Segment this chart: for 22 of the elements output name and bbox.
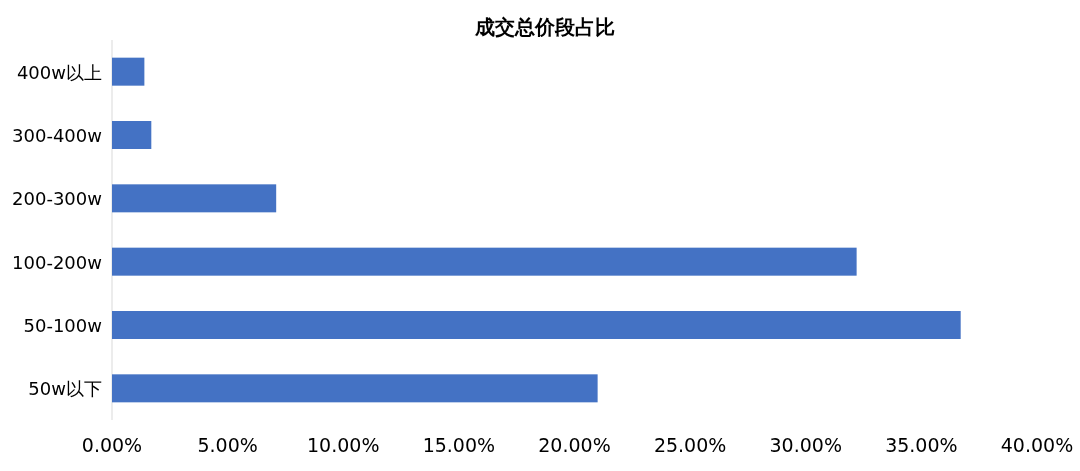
y-tick-label: 300-400w bbox=[12, 125, 102, 146]
x-tick-label: 25.00% bbox=[653, 434, 727, 456]
y-tick-label: 100-200w bbox=[12, 251, 102, 273]
x-tick-label: 20.00% bbox=[538, 434, 611, 456]
y-tick-label: 50w以下 bbox=[28, 378, 102, 400]
y-tick-label: 400w以上 bbox=[16, 61, 102, 83]
bar bbox=[112, 311, 961, 339]
x-tick-label: 10.00% bbox=[307, 434, 380, 456]
x-tick-label: 30.00% bbox=[769, 434, 842, 456]
x-tick-label: 15.00% bbox=[422, 434, 496, 456]
bar bbox=[112, 121, 152, 149]
bar bbox=[112, 247, 857, 276]
bar bbox=[112, 57, 145, 86]
bar bbox=[112, 374, 598, 403]
x-tick-label: 0.00% bbox=[81, 434, 143, 456]
y-tick-label: 50-100w bbox=[23, 315, 102, 336]
x-tick-label: 35.00% bbox=[885, 434, 958, 456]
x-tick-label: 5.00% bbox=[197, 434, 258, 456]
y-tick-label: 200-300w bbox=[12, 188, 102, 210]
x-tick-label: 40.00% bbox=[1000, 434, 1074, 456]
bar bbox=[112, 184, 277, 213]
chart-title: 成交总价段占比 bbox=[474, 15, 615, 39]
